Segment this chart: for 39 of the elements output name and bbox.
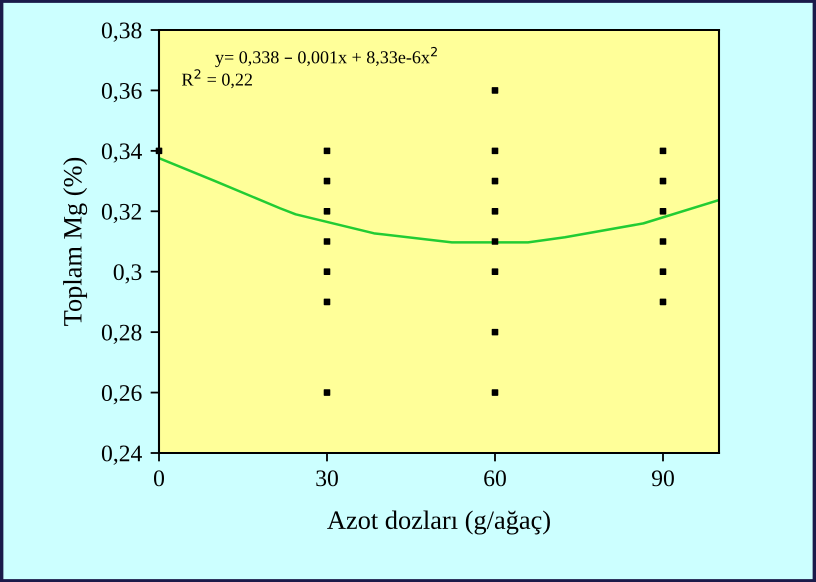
point [492,148,498,154]
point [492,87,498,94]
y-tick-label: 0,3 [114,264,142,284]
x-tick-label: 60 [484,470,506,486]
y-tick-label: 0,36 [102,82,142,102]
y-tick-label: 0,34 [102,143,142,163]
point [660,298,666,306]
point [492,268,498,276]
annotation: R$^{2}$ = 0,22 [182,69,252,88]
y-tick-label: 0,32 [102,204,142,224]
point [492,208,498,215]
point [324,268,330,276]
x-tick-label: 30 [316,470,338,486]
x-axis-title: Azot dozları (g/ağaç) [327,510,550,535]
point [492,238,498,245]
x-tick-label: 0 [154,470,164,486]
point [324,208,330,215]
point [660,268,666,276]
point [324,389,330,396]
point [660,238,666,245]
point [492,328,498,336]
point [660,148,666,154]
point [324,148,330,154]
line-series [159,156,719,244]
y-tick-label: 0,24 [102,445,142,465]
annotation: y= 0,338 – 0,001x + 8,33e-6x$^{2}$ [215,46,437,68]
y-tick-label: 0,28 [102,324,142,344]
y-tick-label: 0,38 [102,22,142,42]
point [156,148,162,154]
x-tick-label: 90 [652,470,674,486]
point [492,178,498,184]
point [324,298,330,306]
point [660,178,666,184]
point [660,208,666,215]
y-axis-title: Toplam Mg (%) [63,158,88,326]
point [324,238,330,245]
point [324,178,330,184]
y-tick-label: 0,26 [102,385,142,404]
point [492,389,498,396]
